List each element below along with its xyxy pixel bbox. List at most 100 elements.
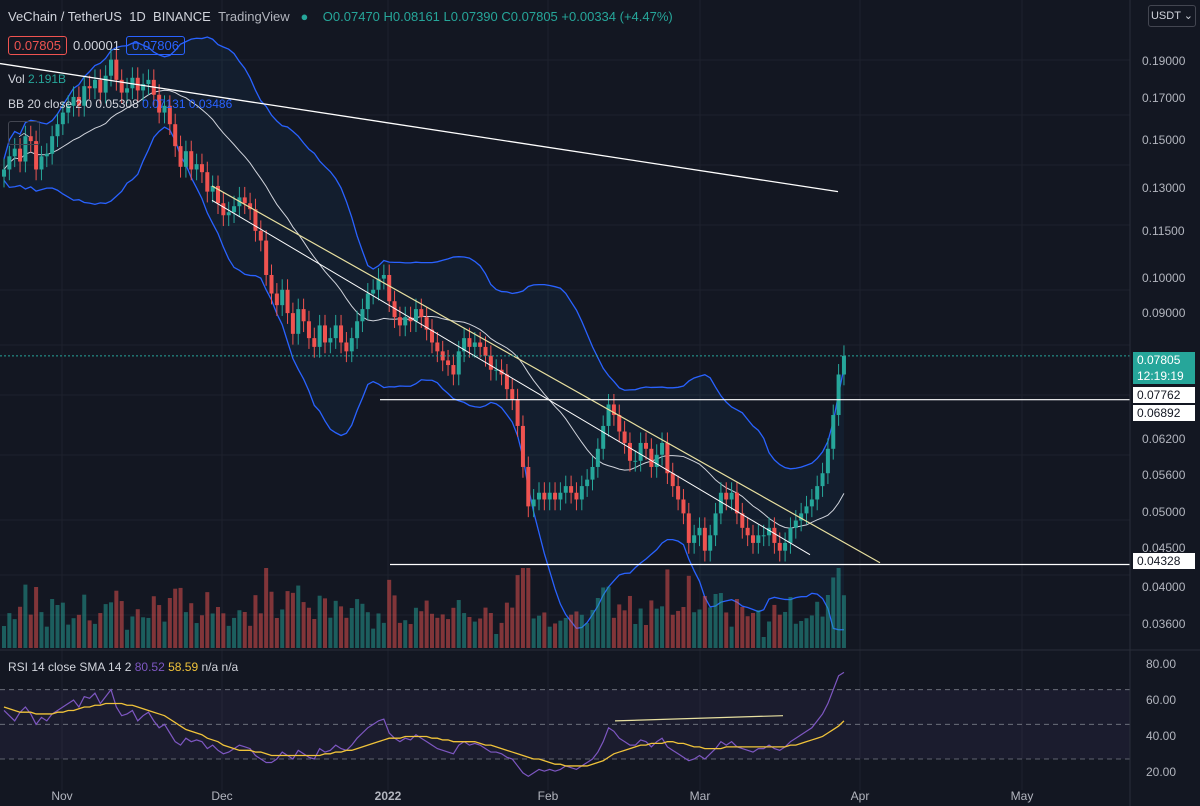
volume-bar-11 xyxy=(60,602,65,648)
trend-lines xyxy=(0,62,1130,566)
volume-bar-122 xyxy=(654,608,659,648)
candle-body-40 xyxy=(216,185,220,204)
volume-bar-90 xyxy=(483,607,488,648)
bb-mid-line xyxy=(3,89,845,529)
volume-bar-69 xyxy=(371,628,376,648)
volume-bar-45 xyxy=(242,612,247,648)
candle-body-7 xyxy=(39,156,44,170)
bb-label: BB 20 close 2 0 xyxy=(8,97,93,111)
rsi-legend[interactable]: RSI 14 close SMA 14 2 80.52 58.59 n/a n/… xyxy=(8,660,238,674)
candle-body-124 xyxy=(665,442,670,474)
volume-legend[interactable]: Vol 2.191B xyxy=(8,72,66,86)
candle-body-14 xyxy=(76,96,81,106)
candle-body-76 xyxy=(408,317,413,322)
symbol-title[interactable]: VeChain / TetherUS xyxy=(8,9,122,24)
candle-body-15 xyxy=(82,86,87,106)
candle-body-148 xyxy=(793,520,798,528)
volume-bar-118 xyxy=(633,624,638,648)
ohlc-high: H0.08161 xyxy=(383,9,440,24)
volume-bar-152 xyxy=(815,601,820,648)
exchange: BINANCE xyxy=(153,9,211,24)
candle-body-5 xyxy=(28,136,33,142)
candle-body-51 xyxy=(274,293,279,306)
countdown-tag: 12:19:19 xyxy=(1133,368,1195,384)
volume-bar-80 xyxy=(430,613,434,648)
candle-body-108 xyxy=(579,486,584,500)
candle-body-23 xyxy=(125,88,130,93)
volume-bar-109 xyxy=(585,623,590,648)
volume-bar-144 xyxy=(772,604,777,648)
volume-bar-67 xyxy=(360,603,365,648)
candle-body-38 xyxy=(205,172,210,192)
candle-body-99 xyxy=(531,499,536,507)
volume-bar-82 xyxy=(440,614,445,648)
volume-bar-31 xyxy=(167,598,172,648)
volume-bar-105 xyxy=(563,617,568,648)
candle-body-2 xyxy=(12,148,17,157)
candle-body-43 xyxy=(232,206,237,213)
candle-body-58 xyxy=(312,338,317,347)
volume-bar-98 xyxy=(526,568,531,648)
volume-bar-97 xyxy=(520,568,525,648)
candle-body-94 xyxy=(504,374,509,390)
candle-body-98 xyxy=(526,466,531,507)
ohlc-open: O0.07470 xyxy=(322,9,380,24)
candle-body-18 xyxy=(98,79,103,93)
candle-body-48 xyxy=(258,230,263,241)
candle-body-144 xyxy=(772,527,777,543)
volume-bar-123 xyxy=(660,606,665,648)
candle-body-90 xyxy=(483,346,488,356)
volume-bar-139 xyxy=(745,616,750,648)
volume-bar-20 xyxy=(109,602,113,648)
candle-body-30 xyxy=(162,105,167,113)
volume-bar-100 xyxy=(537,615,541,648)
candle-body-116 xyxy=(622,431,627,443)
volume-bar-131 xyxy=(702,596,707,648)
candle-body-56 xyxy=(301,309,306,322)
interval[interactable]: 1D xyxy=(129,9,146,24)
candle-body-157 xyxy=(841,355,846,375)
candle-body-4 xyxy=(23,136,28,162)
candle-body-152 xyxy=(815,486,820,500)
volume-bar-12 xyxy=(66,624,71,648)
ohlc-close: C0.07805 xyxy=(501,9,558,24)
candle-body-141 xyxy=(756,535,761,543)
spread: 0.00001 xyxy=(73,38,120,53)
bid-price[interactable]: 0.07805 xyxy=(8,36,67,55)
candle-body-121 xyxy=(649,448,654,467)
candle-body-109 xyxy=(585,479,590,487)
bb-legend[interactable]: BB 20 close 2 0 0.05308 0.07131 0.03486 xyxy=(8,97,232,111)
volume-bar-29 xyxy=(157,605,162,648)
candle-body-84 xyxy=(451,365,456,375)
chevron-up-icon[interactable]: ︿ xyxy=(8,121,40,145)
volume-bar-142 xyxy=(761,637,766,648)
volume-bar-48 xyxy=(258,613,263,648)
volume-bar-44 xyxy=(237,610,242,648)
candle-body-96 xyxy=(515,399,520,426)
volume-bar-83 xyxy=(446,619,451,648)
volume-bar-50 xyxy=(269,591,274,648)
volume-bar-101 xyxy=(542,612,547,648)
candle-body-110 xyxy=(590,466,595,480)
volume-bar-103 xyxy=(553,623,558,648)
volume-bar-110 xyxy=(590,609,595,648)
candle-body-19 xyxy=(103,75,108,93)
candle-body-103 xyxy=(553,492,558,500)
currency-button[interactable]: USDT ⌄ xyxy=(1148,5,1196,27)
candle-body-21 xyxy=(114,59,119,80)
ask-price[interactable]: 0.07806 xyxy=(126,36,185,55)
candle-body-47 xyxy=(253,209,258,231)
header-row: VeChain / TetherUS 1D BINANCE TradingVie… xyxy=(8,9,673,24)
candle-body-134 xyxy=(718,492,723,514)
candle-body-50 xyxy=(269,274,274,294)
volume-bar-53 xyxy=(285,591,290,648)
candle-body-123 xyxy=(660,442,665,455)
volume-bar-153 xyxy=(820,616,825,648)
volume-bar-86 xyxy=(462,613,467,648)
candle-body-46 xyxy=(248,203,253,210)
price-tick-14: 0.04000 xyxy=(1142,580,1186,594)
volume-bar-35 xyxy=(189,603,194,648)
candle-body-97 xyxy=(520,425,525,467)
price-tick-1: 0.17000 xyxy=(1142,91,1186,105)
